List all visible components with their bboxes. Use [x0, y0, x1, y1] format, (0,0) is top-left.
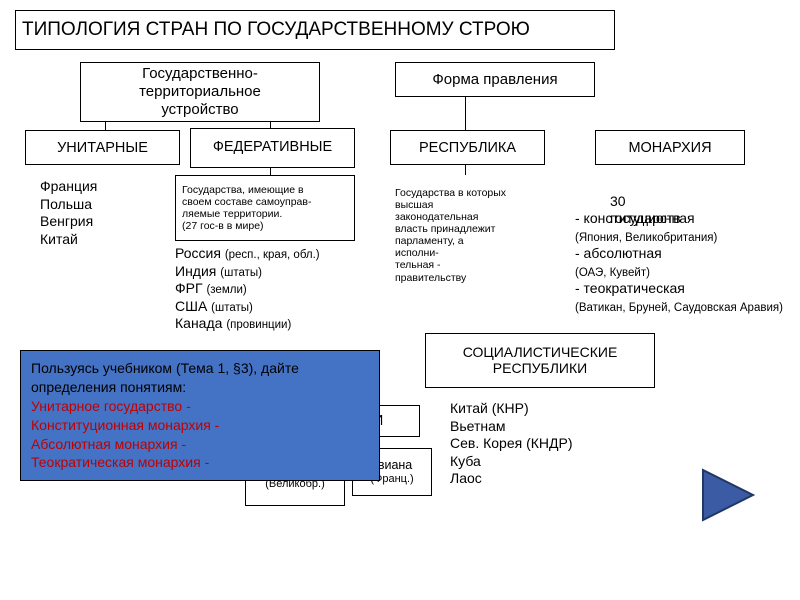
list-item: Индия (штаты) [175, 263, 385, 281]
list-socialist: Китай (КНР) Вьетнам Сев. Корея (КНДР) Ку… [450, 400, 610, 488]
connector [105, 122, 106, 130]
list-item: Канада (провинции) [175, 315, 385, 333]
header-govform: Форма правления [395, 62, 595, 97]
connector [465, 165, 466, 175]
cat-unitary: УНИТАРНЫЕ [25, 130, 180, 165]
list-federal: Россия (респ., края, обл.) Индия (штаты)… [175, 245, 385, 333]
list-unitary: Франция Польша Венгрия Китай [40, 178, 160, 248]
list-item: - конституционная(Япония, Великобритания… [575, 210, 790, 245]
list-item: США (штаты) [175, 298, 385, 316]
connector [270, 122, 271, 128]
list-item: Россия (респ., края, обл.) [175, 245, 385, 263]
list-monarchy: - конституционная(Япония, Великобритания… [575, 210, 790, 315]
cat-socialist: СОЦИАЛИСТИЧЕСКИЕ РЕСПУБЛИКИ [425, 333, 655, 388]
title-text: ТИПОЛОГИЯ СТРАН ПО ГОСУДАРСТВЕННОМУ СТРО… [22, 19, 530, 41]
page-title: ТИПОЛОГИЯ СТРАН ПО ГОСУДАРСТВЕННОМУ СТРО… [15, 10, 615, 50]
list-item: - абсолютная(ОАЭ, Кувейт) [575, 245, 790, 280]
list-item: - теократическая(Ватикан, Бруней, Саудов… [575, 280, 790, 315]
desc-federal: Государства, имеющие в своем составе сам… [175, 175, 355, 241]
list-item: ФРГ (земли) [175, 280, 385, 298]
cat-monarchy: МОНАРХИЯ [595, 130, 745, 165]
header-territorial: Государственно- территориальное устройст… [80, 62, 320, 122]
task-callout: Пользуясь учебником (Тема 1, §3), дайте … [20, 350, 380, 481]
cat-republic: РЕСПУБЛИКА [390, 130, 545, 165]
desc-republic: Государства в которых высшая законодател… [395, 175, 555, 284]
next-arrow-icon[interactable] [693, 460, 763, 530]
cat-federal: ФЕДЕРАТИВНЫЕ [190, 128, 355, 168]
connector [465, 97, 466, 130]
